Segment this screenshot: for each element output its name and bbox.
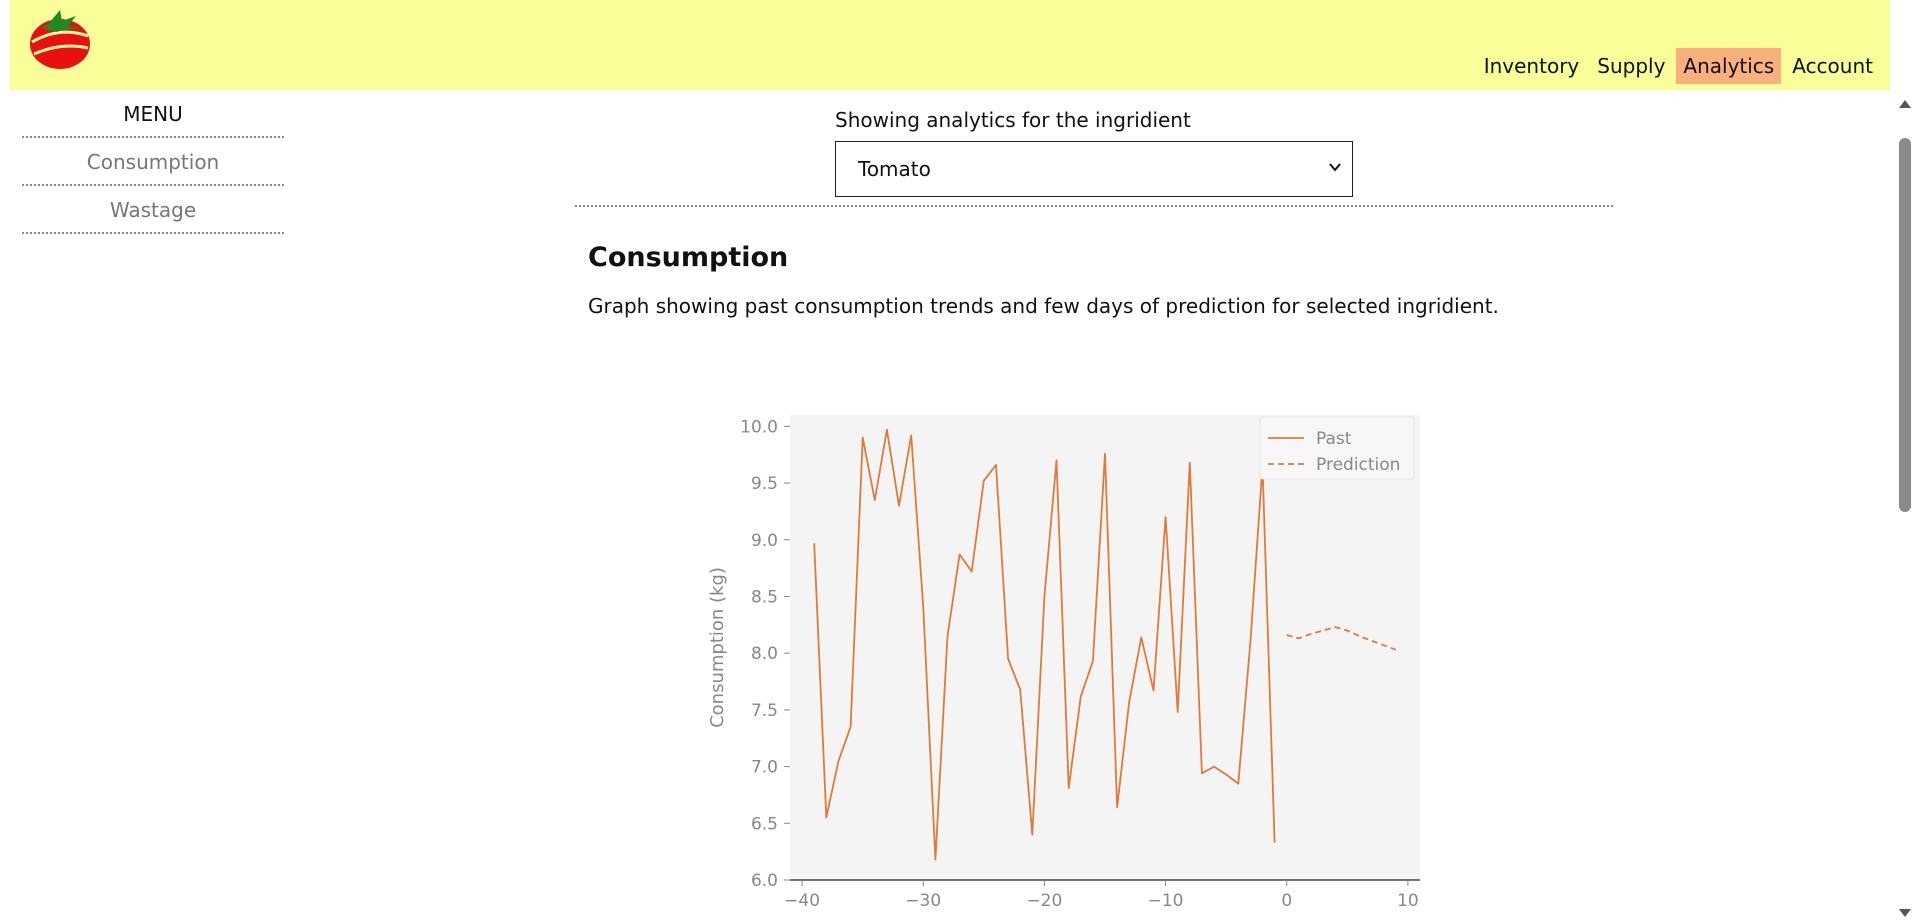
chevron-down-icon [1329,163,1341,172]
y-tick-label: 7.5 [751,701,778,721]
sidebar-item-wastage[interactable]: Wastage [22,186,284,234]
consumption-chart: 6.0 6.5 7.0 7.5 8.0 8.5 9.0 9.5 10.0 −40 −30 −20 −10… [707,415,1420,911]
page-scrollbar[interactable] [1894,94,1916,921]
section-title: Consumption [588,242,789,273]
x-tick-label: −30 [905,891,941,911]
sidebar: MENU Consumption Wastage [22,96,284,234]
y-tick-label: 6.0 [751,871,778,891]
x-tick-label: −10 [1148,891,1184,911]
plot-area [790,415,1420,880]
ingredient-select-value: Tomato [858,157,931,181]
x-tick-label: 10 [1397,891,1419,911]
nav-supply[interactable]: Supply [1597,54,1666,78]
scrollbar-thumb[interactable] [1899,138,1911,512]
y-tick-label: 9.0 [751,531,778,551]
nav-inventory[interactable]: Inventory [1483,54,1580,78]
y-tick-label: 9.5 [751,474,778,494]
section-divider [575,205,1613,207]
ingredient-select[interactable]: Tomato [835,141,1353,197]
sidebar-title: MENU [22,96,284,138]
series-past-line [813,428,1276,861]
y-axis-label: Consumption (kg) [707,567,728,728]
y-tick-label: 7.0 [751,758,778,778]
scroll-up-arrow-icon[interactable] [1899,100,1911,108]
nav-account[interactable]: Account [1792,54,1873,78]
legend-label-past: Past [1316,429,1352,449]
y-tick-label: 8.0 [751,644,778,664]
ingredient-selector-label: Showing analytics for the ingridient [835,108,1191,132]
x-tick-label: −40 [784,891,820,911]
x-tick-label: 0 [1281,891,1292,911]
tomato-logo-icon[interactable] [28,6,92,70]
y-tick-label: 6.5 [751,814,778,834]
main-nav: Inventory Supply Analytics Account [1473,48,1880,84]
x-tick-label: −20 [1026,891,1062,911]
scroll-down-arrow-icon[interactable] [1899,909,1911,917]
y-tick-label: 8.5 [751,587,778,607]
sidebar-item-consumption[interactable]: Consumption [22,138,284,186]
legend-label-prediction: Prediction [1316,455,1400,475]
nav-analytics[interactable]: Analytics [1676,48,1782,84]
top-bar: Inventory Supply Analytics Account [10,0,1890,90]
y-tick-label: 10.0 [740,417,778,437]
section-description: Graph showing past consumption trends an… [588,294,1499,318]
